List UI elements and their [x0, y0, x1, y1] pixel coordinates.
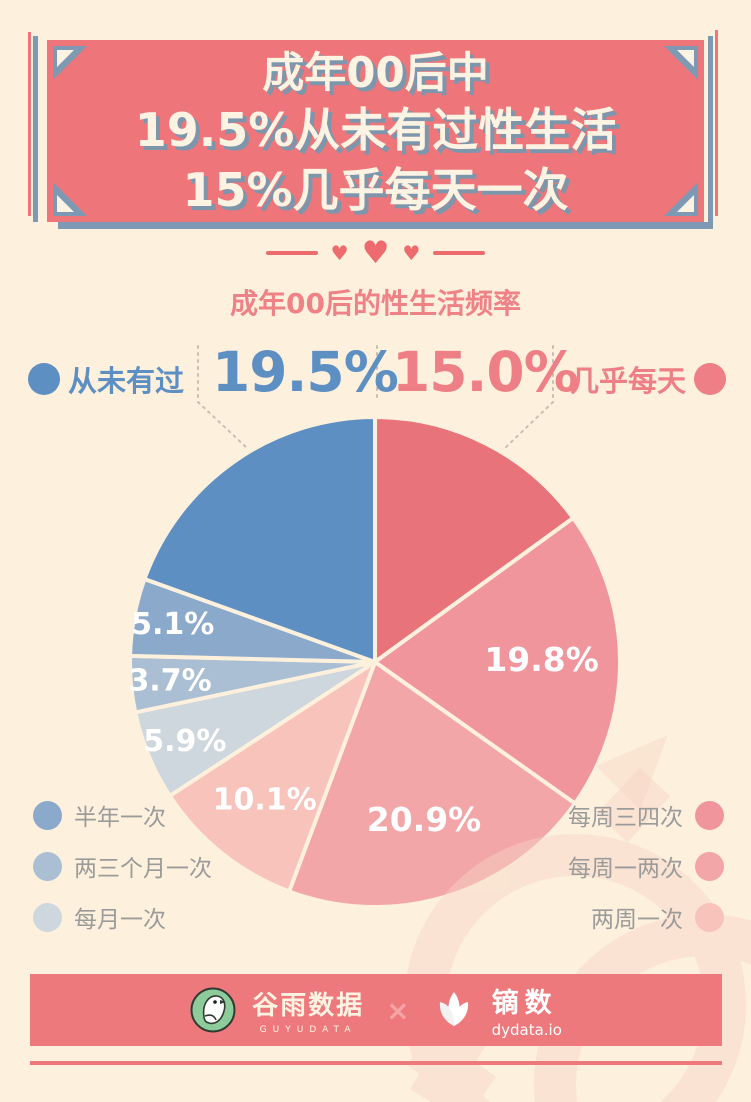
- banner-shadow-bar: [58, 222, 713, 229]
- pie-slice-label: 10.1%: [213, 783, 317, 818]
- guyudata-sub: GUYUDATA: [259, 1025, 357, 1035]
- pie-slice-1: [373, 515, 622, 806]
- pie-slice-label: 20.9%: [367, 800, 482, 839]
- corner-ornament-icon: [53, 182, 87, 216]
- guyudata-wordmark: 谷雨数据 GUYUDATA: [252, 985, 364, 1035]
- callout-daily: 几乎每天: [570, 358, 726, 400]
- legend-item: 两三个月一次: [33, 849, 212, 883]
- legend-label: 两三个月一次: [74, 856, 212, 882]
- headline-line: 19.5%从未有过性生活: [134, 103, 617, 157]
- dydata-petal-logo-icon: [439, 992, 468, 1026]
- hearts-divider: ♥ ♥ ♥: [0, 236, 751, 270]
- legend-dot: [695, 800, 724, 830]
- divider-line: [265, 251, 318, 255]
- legend-dot: [33, 851, 62, 881]
- headline-banner: 成年00后中 19.5%从未有过性生活 15%几乎每天一次: [47, 40, 704, 222]
- legend-dot: [695, 851, 724, 881]
- guyudata-bird-logo-icon: [190, 987, 236, 1033]
- legend-item: 两周一次: [591, 900, 724, 934]
- divider-line: [433, 251, 486, 255]
- callout-never: 从未有过: [28, 358, 184, 400]
- legend-label: 每周一两次: [568, 856, 683, 882]
- dydata-name: 镝数: [491, 988, 558, 1019]
- dydata-sub: dydata.io: [491, 1021, 562, 1039]
- pie-slice-3: [167, 660, 377, 894]
- headline-text: 成年00后中 19.5%从未有过性生活 15%几乎每天一次: [47, 46, 704, 220]
- legend-item: 每月一次: [33, 900, 212, 934]
- legend-item: 每周三四次: [568, 798, 724, 832]
- leader-lines: [197, 345, 554, 449]
- pie-slice-label: 5.9%: [143, 724, 226, 759]
- legend-dot: [33, 902, 62, 932]
- headline-line: 成年00后中: [262, 48, 489, 97]
- frame-rail-right-blue: [708, 36, 713, 222]
- frame-rail-left-blue: [33, 36, 38, 222]
- legend-rose-group: 每周三四次每周一两次两周一次: [568, 798, 724, 934]
- callout-never-label: 从未有过: [68, 364, 185, 398]
- legend-label: 两周一次: [591, 907, 683, 933]
- pie-slice-label: 5.1%: [131, 607, 214, 642]
- collab-x-separator: ×: [386, 993, 410, 1027]
- frame-rail-right-red: [715, 30, 718, 216]
- chart-title: 成年00后的性生活频率: [230, 287, 521, 320]
- heart-icon: ♥: [402, 241, 421, 265]
- callout-daily-label: 几乎每天: [569, 364, 686, 398]
- footer-bar: 谷雨数据 GUYUDATA × 镝数 dydata.io: [30, 974, 722, 1046]
- pie-slice-2: [287, 660, 578, 909]
- legend-dot-daily: [694, 363, 726, 395]
- legend-dot: [33, 800, 62, 830]
- heart-icon: ♥: [330, 241, 349, 265]
- corner-ornament-icon: [53, 46, 87, 80]
- corner-ornament-icon: [664, 182, 698, 216]
- pie-slice-label: 3.7%: [128, 664, 211, 699]
- footer-divider-line: [30, 1061, 722, 1065]
- legend-item: 每周一两次: [568, 849, 724, 883]
- frame-rail-left-red: [28, 32, 31, 216]
- heart-icon: ♥: [361, 234, 390, 271]
- legend-label: 每月一次: [74, 907, 166, 933]
- pie-slice-7: [142, 415, 377, 664]
- legend-dot: [695, 902, 724, 932]
- dydata-wordmark: 镝数 dydata.io: [492, 981, 562, 1039]
- callout-never-value: 19.5%: [212, 340, 399, 404]
- callout-daily-value: 15.0%: [392, 340, 579, 404]
- legend-blue-group: 半年一次两三个月一次 每月一次: [33, 798, 212, 934]
- corner-ornament-icon: [664, 46, 698, 80]
- guyudata-name: 谷雨数据: [252, 991, 365, 1021]
- pie-slice-0: [373, 415, 576, 664]
- pie-slice-label: 19.8%: [484, 640, 599, 679]
- headline-line: 15%几乎每天一次: [182, 163, 569, 217]
- legend-label: 每周三四次: [568, 805, 683, 831]
- legend-dot-never: [28, 363, 60, 395]
- legend-item: 半年一次: [33, 798, 212, 832]
- legend-label: 半年一次: [74, 805, 166, 831]
